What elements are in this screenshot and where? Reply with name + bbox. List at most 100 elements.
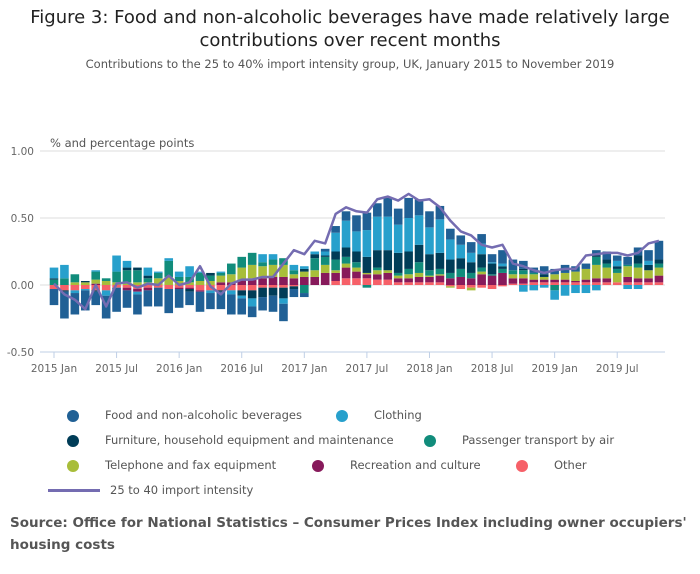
bar-clothing bbox=[425, 227, 434, 255]
legend-swatch-icon bbox=[336, 410, 348, 422]
bar-clothing bbox=[164, 258, 174, 261]
legend-swatch-icon bbox=[67, 460, 79, 472]
bar-recreation-and-culture bbox=[425, 276, 434, 283]
bar-food-and-non-alcoholic-beverages bbox=[80, 290, 90, 311]
bar-passenger-transport-by-air bbox=[487, 274, 497, 276]
bar-other bbox=[268, 285, 278, 288]
bar-furniture-household-equipment-and-maintenance bbox=[519, 268, 528, 271]
legend-item[interactable]: Clothing bbox=[336, 408, 422, 422]
bar-clothing bbox=[310, 251, 320, 255]
bar-other bbox=[404, 282, 413, 285]
bar-recreation-and-culture bbox=[539, 279, 549, 283]
bar-recreation-and-culture bbox=[498, 272, 507, 285]
bar-furniture-household-equipment-and-maintenance bbox=[592, 255, 601, 257]
bar-furniture-household-equipment-and-maintenance bbox=[341, 247, 351, 257]
bar-other bbox=[247, 285, 257, 291]
legend-item[interactable]: Telephone and fax equipment bbox=[67, 458, 276, 472]
bar-food-and-non-alcoholic-beverages bbox=[320, 248, 330, 252]
bar-recreation-and-culture bbox=[466, 278, 476, 285]
bar-clothing bbox=[352, 231, 361, 252]
bar-telephone-and-fax-equipment bbox=[654, 267, 664, 276]
bar-clothing bbox=[185, 266, 194, 277]
bar-clothing bbox=[49, 267, 59, 279]
bar-passenger-transport-by-air bbox=[206, 275, 215, 281]
bar-other bbox=[571, 282, 580, 285]
bar-passenger-transport-by-air bbox=[237, 256, 247, 268]
bar-telephone-and-fax-equipment bbox=[446, 286, 455, 288]
bar-food-and-non-alcoholic-beverages bbox=[623, 256, 632, 265]
bar-other bbox=[425, 282, 434, 285]
bar-telephone-and-fax-equipment bbox=[237, 267, 247, 280]
bar-passenger-transport-by-air bbox=[133, 270, 142, 283]
bar-passenger-transport-by-air bbox=[519, 270, 528, 275]
bar-telephone-and-fax-equipment bbox=[268, 264, 278, 277]
bar-recreation-and-culture bbox=[289, 278, 299, 285]
bar-passenger-transport-by-air bbox=[529, 272, 539, 275]
bar-recreation-and-culture bbox=[310, 276, 320, 285]
bar-other bbox=[216, 285, 226, 291]
bar-recreation-and-culture bbox=[592, 278, 601, 283]
bar-furniture-household-equipment-and-maintenance bbox=[362, 256, 372, 273]
bar-recreation-and-culture bbox=[571, 280, 580, 283]
bar-furniture-household-equipment-and-maintenance bbox=[185, 289, 194, 292]
legend-item[interactable]: Other bbox=[516, 458, 587, 472]
bar-furniture-household-equipment-and-maintenance bbox=[404, 251, 413, 269]
legend-item[interactable]: Food and non-alcoholic beverages bbox=[67, 408, 302, 422]
bar-furniture-household-equipment-and-maintenance bbox=[446, 259, 455, 273]
bar-furniture-household-equipment-and-maintenance bbox=[414, 244, 424, 263]
bar-recreation-and-culture bbox=[550, 279, 559, 283]
bar-recreation-and-culture bbox=[383, 272, 393, 280]
bar-furniture-household-equipment-and-maintenance bbox=[612, 266, 622, 269]
bar-furniture-household-equipment-and-maintenance bbox=[633, 255, 643, 264]
bar-food-and-non-alcoholic-beverages bbox=[508, 259, 518, 271]
bar-food-and-non-alcoholic-beverages bbox=[498, 250, 507, 264]
bar-passenger-transport-by-air bbox=[289, 270, 299, 275]
source-note: Source: Office for National Statistics –… bbox=[10, 515, 687, 553]
bar-other bbox=[508, 283, 518, 285]
legend-item[interactable]: Furniture, household equipment and maint… bbox=[67, 433, 394, 447]
x-tick-label: 2018 Jan bbox=[406, 363, 452, 375]
bar-passenger-transport-by-air bbox=[341, 256, 351, 264]
bar-food-and-non-alcoholic-beverages bbox=[519, 260, 528, 269]
bar-furniture-household-equipment-and-maintenance bbox=[49, 278, 59, 280]
bar-telephone-and-fax-equipment bbox=[70, 282, 80, 285]
bar-telephone-and-fax-equipment bbox=[289, 274, 299, 279]
legend-item[interactable]: Passenger transport by air bbox=[424, 433, 614, 447]
bar-other bbox=[477, 285, 486, 288]
bar-recreation-and-culture bbox=[404, 278, 413, 283]
bar-furniture-household-equipment-and-maintenance bbox=[498, 266, 507, 269]
bar-clothing bbox=[216, 271, 226, 273]
bar-furniture-household-equipment-and-maintenance bbox=[237, 290, 247, 296]
bar-telephone-and-fax-equipment bbox=[477, 271, 486, 275]
bar-telephone-and-fax-equipment bbox=[539, 276, 549, 280]
bar-clothing bbox=[373, 216, 382, 251]
bar-clothing bbox=[80, 289, 90, 291]
bar-passenger-transport-by-air bbox=[320, 256, 330, 265]
bar-clothing bbox=[404, 218, 413, 252]
bar-telephone-and-fax-equipment bbox=[174, 280, 184, 285]
bar-clothing bbox=[195, 271, 205, 273]
bar-other bbox=[331, 280, 340, 285]
bar-food-and-non-alcoholic-beverages bbox=[373, 203, 382, 217]
bar-recreation-and-culture bbox=[487, 275, 497, 285]
bar-clothing bbox=[539, 285, 549, 288]
bar-recreation-and-culture bbox=[352, 271, 361, 279]
bar-telephone-and-fax-equipment bbox=[602, 267, 612, 279]
bar-furniture-household-equipment-and-maintenance bbox=[289, 286, 299, 290]
bar-food-and-non-alcoholic-beverages bbox=[539, 266, 549, 275]
bar-other bbox=[446, 285, 455, 287]
bar-clothing bbox=[227, 290, 236, 295]
bar-recreation-and-culture bbox=[393, 278, 403, 283]
bar-food-and-non-alcoholic-beverages bbox=[227, 294, 236, 315]
bar-clothing bbox=[60, 264, 69, 279]
bar-telephone-and-fax-equipment bbox=[383, 270, 393, 273]
bar-clothing bbox=[498, 263, 507, 267]
bar-other bbox=[487, 285, 497, 290]
bar-furniture-household-equipment-and-maintenance bbox=[644, 264, 653, 271]
y-tick-label: 1.00 bbox=[11, 146, 34, 158]
bar-recreation-and-culture bbox=[122, 287, 132, 291]
bar-clothing bbox=[268, 254, 278, 260]
legend-item[interactable]: Recreation and culture bbox=[312, 458, 481, 472]
bar-other bbox=[49, 285, 59, 290]
legend-item[interactable]: 25 to 40 import intensity bbox=[48, 483, 253, 497]
